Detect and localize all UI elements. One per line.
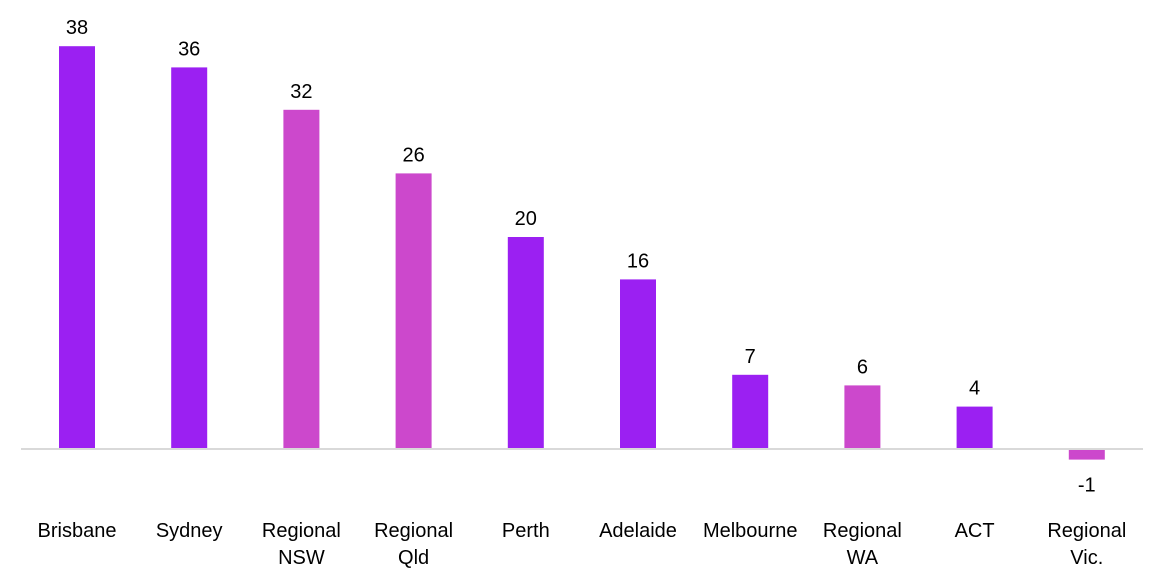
- category-label-line: WA: [847, 547, 879, 569]
- category-label-line: ACT: [955, 520, 995, 542]
- category-label: Regional NSW: [262, 520, 341, 569]
- bar: [59, 46, 95, 449]
- bar: [395, 173, 432, 449]
- category-label: Sydney: [156, 520, 223, 542]
- value-label: 20: [515, 208, 537, 230]
- bar: [844, 385, 881, 449]
- category-label-line: Perth: [502, 520, 550, 542]
- value-label: 38: [66, 17, 88, 39]
- category-label-line: Melbourne: [703, 520, 798, 542]
- category-label: Perth: [502, 520, 550, 542]
- category-label: Adelaide: [599, 520, 677, 542]
- category-label: Regional Vic.: [1047, 520, 1126, 569]
- value-label: 7: [745, 346, 756, 368]
- category-label-line: Qld: [398, 547, 429, 569]
- value-label: 32: [290, 81, 312, 103]
- bar: [507, 237, 544, 449]
- bar: [171, 67, 208, 450]
- category-label: ACT: [955, 520, 995, 542]
- category-label-line: Regional: [823, 520, 902, 542]
- value-label: 16: [627, 250, 649, 272]
- value-label: 26: [402, 144, 424, 166]
- category-label: Brisbane: [38, 520, 117, 542]
- category-label-line: Regional: [374, 520, 453, 542]
- value-label: -1: [1078, 475, 1096, 497]
- category-label-line: NSW: [278, 547, 325, 569]
- value-label: 4: [969, 378, 980, 400]
- bar: [283, 109, 320, 450]
- bar: [1068, 449, 1105, 460]
- value-labels-group: 38 36 32 26 20 16 7 6 4 -1: [66, 17, 1096, 496]
- category-label-line: Regional: [1047, 520, 1126, 542]
- category-labels-group: Brisbane Sydney Regional NSW Regional Qld Pert…: [38, 520, 1127, 569]
- value-label: 6: [857, 356, 868, 378]
- bars-group: [59, 46, 1105, 460]
- category-label-line: Adelaide: [599, 520, 677, 542]
- category-label-line: Regional: [262, 520, 341, 542]
- bar: [956, 406, 993, 449]
- category-label-line: Vic.: [1070, 547, 1103, 569]
- category-label: Regional WA: [823, 520, 902, 569]
- category-label: Regional Qld: [374, 520, 453, 569]
- value-label: 36: [178, 38, 200, 60]
- category-label-line: Sydney: [156, 520, 223, 542]
- category-label: Melbourne: [703, 520, 798, 542]
- category-label-line: Brisbane: [38, 520, 117, 542]
- bar: [620, 279, 656, 449]
- bar: [732, 374, 769, 449]
